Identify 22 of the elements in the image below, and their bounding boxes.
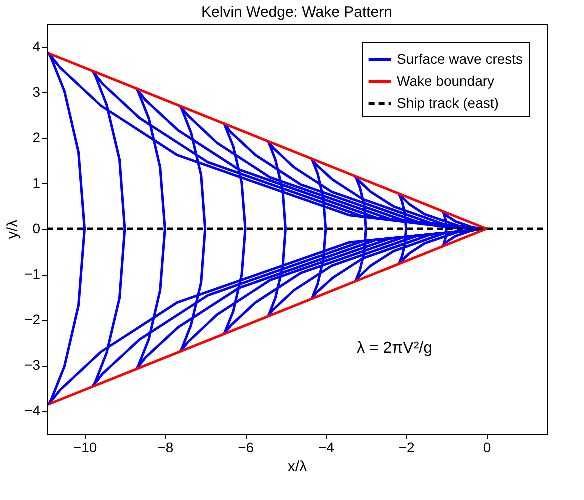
y-axis-title: y/λ [4, 219, 22, 240]
y-tick-label: −4 [24, 402, 41, 419]
x-tick-label: 0 [483, 440, 492, 456]
y-tick-label: 1 [32, 174, 41, 191]
x-tick-label: −4 [318, 440, 335, 456]
y-tick-label: −3 [24, 357, 41, 374]
y-tick-label: −1 [24, 266, 41, 282]
x-tick-label: −8 [158, 440, 174, 456]
y-tick-label: 3 [32, 84, 41, 100]
chart-title: Kelvin Wedge: Wake Pattern [202, 4, 392, 21]
x-tick-label: −10 [73, 440, 98, 456]
y-tick-label: 2 [32, 129, 41, 146]
x-tick-label: −6 [238, 440, 254, 456]
x-axis-title: x/λ [288, 458, 308, 476]
y-tick-label: −2 [24, 312, 41, 328]
annotation: λ = 2πV²/g [357, 340, 433, 357]
x-tick-label: −2 [398, 440, 416, 456]
legend-label: Wake boundary [397, 73, 495, 89]
legend-label: Surface wave crests [397, 51, 524, 67]
y-tick-label: 4 [32, 38, 41, 54]
y-tick-label: 0 [32, 220, 41, 236]
legend-label: Ship track (east) [397, 95, 499, 111]
